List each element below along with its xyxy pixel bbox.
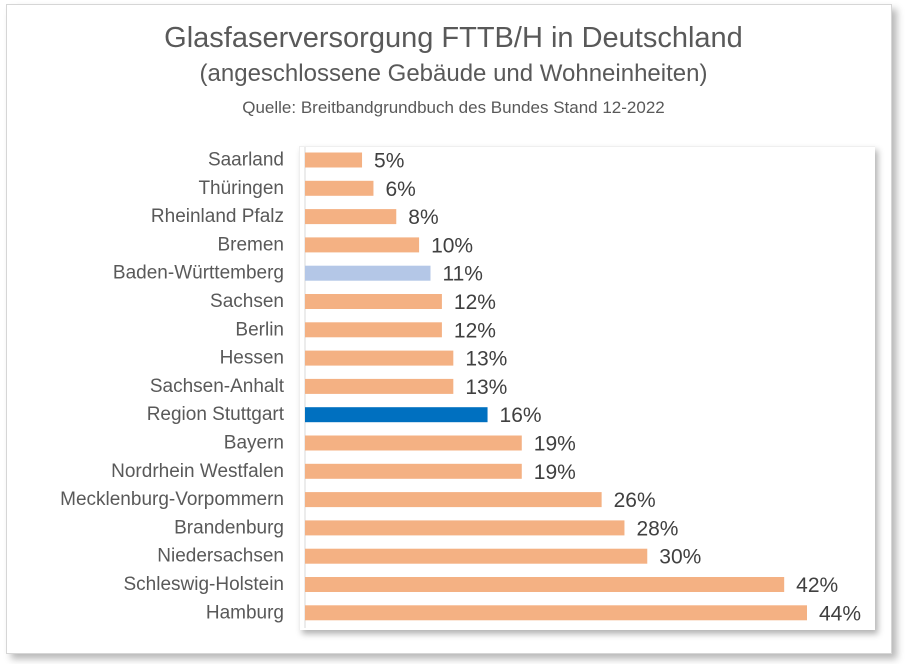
bar-0 [305, 152, 363, 168]
bar-14 [305, 548, 648, 564]
category-label: Berlin [235, 319, 284, 340]
category-label: Schleswig-Holstein [123, 574, 284, 595]
bar-6 [305, 322, 442, 338]
category-label: Region Stuttgart [147, 404, 285, 425]
bar-5 [305, 294, 442, 309]
bar-16 [305, 605, 807, 621]
bar-11 [305, 463, 522, 479]
category-label: Sachsen [210, 291, 284, 312]
bar-13 [305, 520, 625, 536]
category-label: Thüringen [198, 178, 284, 199]
bar-2 [305, 209, 397, 225]
category-label: Nordrhein Westfalen [111, 461, 284, 482]
value-label: 19% [534, 461, 576, 484]
bar-12 [305, 492, 602, 508]
value-label: 28% [636, 517, 678, 540]
value-label: 12% [454, 319, 496, 342]
category-label: Sachsen-Anhalt [150, 376, 285, 397]
bar-1 [305, 180, 374, 196]
value-label: 12% [454, 291, 496, 314]
category-label: Saarland [208, 150, 284, 171]
value-label: 16% [500, 404, 542, 427]
value-label: 13% [465, 376, 507, 399]
category-label: Niedersachsen [157, 546, 284, 567]
category-label: Rheinland Pfalz [151, 206, 284, 227]
category-label: Hessen [220, 348, 284, 369]
value-label: 11% [443, 263, 483, 286]
bar-8 [305, 378, 454, 394]
bar-15 [305, 577, 785, 592]
chart-subtitle: (angeschlossene Gebäude und Wohneinheite… [199, 60, 708, 87]
value-label: 5% [374, 150, 404, 173]
bar-7 [305, 350, 454, 366]
category-label: Hamburg [206, 602, 284, 623]
value-label: 19% [534, 433, 576, 456]
category-label: Bayern [224, 433, 284, 454]
value-label: 26% [614, 489, 656, 512]
value-label: 30% [659, 546, 701, 569]
bar-9 [305, 407, 488, 423]
bar-4 [305, 265, 431, 281]
bar-3 [305, 237, 420, 253]
value-label: 6% [385, 178, 415, 201]
category-label: Mecklenburg-Vorpommern [60, 489, 284, 510]
bar-10 [305, 435, 522, 451]
value-label: 8% [408, 206, 438, 229]
value-label: 10% [431, 234, 473, 257]
chart-source: Quelle: Breitbandgrundbuch des Bundes St… [242, 98, 665, 117]
chart-title: Glasfaserversorgung FTTB/H in Deutschlan… [164, 22, 743, 54]
value-label: 13% [465, 348, 507, 371]
value-label: 44% [819, 602, 861, 625]
category-label: Baden-Württemberg [113, 263, 284, 284]
category-label: Brandenburg [174, 517, 284, 538]
value-label: 42% [796, 574, 838, 597]
category-label: Bremen [217, 234, 284, 255]
